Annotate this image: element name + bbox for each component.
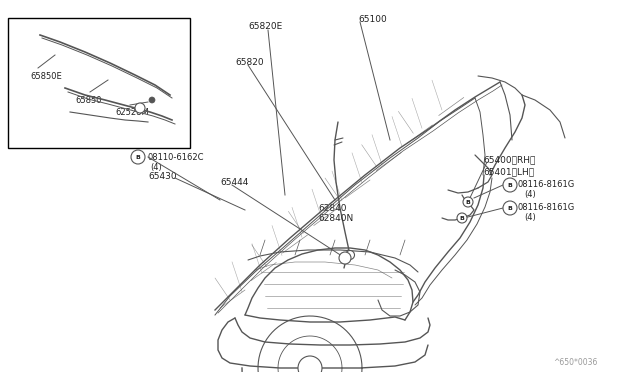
Text: B: B: [508, 183, 513, 187]
Text: ^650*0036: ^650*0036: [554, 358, 598, 367]
Text: 65401〈LH〉: 65401〈LH〉: [483, 167, 534, 176]
Text: 65820: 65820: [235, 58, 264, 67]
Text: 65444: 65444: [220, 178, 248, 187]
Text: 65100: 65100: [358, 15, 387, 24]
Circle shape: [131, 150, 145, 164]
Text: 62840N: 62840N: [318, 214, 353, 223]
Text: 62840: 62840: [318, 204, 346, 213]
Circle shape: [503, 201, 517, 215]
Text: (4): (4): [150, 163, 162, 172]
Text: 65820E: 65820E: [248, 22, 282, 31]
Text: 08116-8161G: 08116-8161G: [518, 203, 575, 212]
Circle shape: [149, 97, 155, 103]
Circle shape: [463, 197, 473, 207]
Text: 65850: 65850: [75, 96, 102, 105]
Text: 62528M: 62528M: [115, 108, 148, 117]
Text: B: B: [508, 205, 513, 211]
Text: B: B: [460, 215, 465, 221]
Text: 65400〈RH〉: 65400〈RH〉: [483, 155, 536, 164]
Circle shape: [135, 103, 145, 113]
Text: 65430: 65430: [148, 172, 177, 181]
Text: B: B: [136, 154, 140, 160]
Circle shape: [339, 252, 351, 264]
Circle shape: [298, 356, 322, 372]
Text: (4): (4): [524, 190, 536, 199]
Bar: [8, 18, 190, 148]
Text: 08116-8161G: 08116-8161G: [518, 180, 575, 189]
Circle shape: [346, 250, 355, 260]
Circle shape: [457, 213, 467, 223]
Text: B: B: [465, 199, 470, 205]
Text: 65850E: 65850E: [30, 72, 61, 81]
Circle shape: [503, 178, 517, 192]
Text: 08110-6162C: 08110-6162C: [147, 153, 204, 162]
Text: (4): (4): [524, 213, 536, 222]
